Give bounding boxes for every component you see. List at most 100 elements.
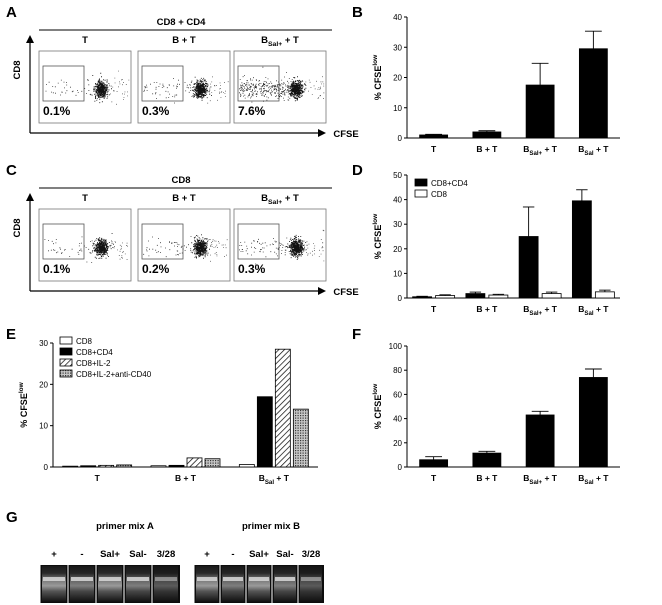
- plot-title-main: B: [261, 35, 268, 46]
- plot-title: B + T: [172, 35, 196, 46]
- legend-swatch: [59, 347, 73, 356]
- gel-lane-label: Sal-: [276, 549, 293, 560]
- x-category-label-sub: Sal: [584, 479, 593, 486]
- gel-band: [249, 577, 269, 581]
- gel-band: [155, 577, 177, 581]
- gate-percentage: 0.3%: [142, 104, 170, 118]
- y-axis-arrowhead: [26, 35, 34, 43]
- gel-lane-label: 3/28: [157, 549, 176, 560]
- bar-value: [578, 48, 608, 139]
- y-axis-label: % CFSElow: [372, 213, 383, 259]
- plot-title-sub: Sal+: [268, 41, 282, 48]
- x-category-label-tail: + T: [594, 304, 610, 314]
- x-category-label-main: B: [578, 473, 584, 483]
- y-axis-label-main: % CFSE: [373, 395, 383, 430]
- plot-title-sub: Sal+: [268, 199, 282, 206]
- x-category-label: BSal + T: [578, 473, 609, 486]
- gel-lane-label: +: [51, 549, 57, 560]
- x-category-label-main: B: [578, 304, 584, 314]
- x-category-label: T: [431, 304, 437, 314]
- x-axis-arrowhead: [318, 129, 326, 137]
- gel-band: [197, 577, 217, 581]
- dot-plot-frame: [233, 208, 327, 282]
- y-tick-label: 0: [398, 463, 403, 472]
- gate-box: [141, 65, 184, 102]
- gate-box: [141, 223, 184, 260]
- y-tick-label: 30: [393, 220, 402, 229]
- plot-title: T: [82, 193, 88, 204]
- x-category-label-sub: Sal+: [529, 310, 542, 317]
- panel-label-c: C: [6, 162, 17, 179]
- x-category-label-main: B: [523, 144, 529, 154]
- legend-label: CD8+CD4: [76, 348, 113, 357]
- gel-band: [43, 577, 65, 581]
- gate-percentage: 7.6%: [238, 104, 266, 118]
- x-category-label-tail: + T: [542, 304, 558, 314]
- bar-value: [472, 131, 502, 139]
- panel-label-d: D: [352, 162, 363, 179]
- legend-swatch: [59, 336, 73, 345]
- bar-cd8: [594, 291, 615, 299]
- y-tick-label: 0: [398, 134, 403, 143]
- bar-cd8-cd4: [518, 236, 539, 299]
- bar-cd8: [435, 295, 456, 299]
- y-axis-label: % CFSElow: [372, 54, 383, 100]
- x-category-label-sub: Sal+: [529, 479, 542, 486]
- gel-group-title: primer mix A: [96, 521, 154, 532]
- x-category-label-main: T: [95, 473, 101, 483]
- x-category-label-tail: + T: [542, 473, 558, 483]
- bar-cd8-il-2-anti-cd40: [116, 464, 133, 468]
- bar-cd8-il-2: [274, 348, 291, 468]
- x-category-label-tail: + T: [594, 473, 610, 483]
- bar-cd8-il-2: [186, 457, 203, 468]
- y-axis-label-sup: low: [18, 381, 25, 393]
- legend-label: CD8: [431, 190, 448, 199]
- gel-band: [71, 577, 93, 581]
- bar-cd8-il-2-anti-cd40: [204, 458, 221, 468]
- x-category-label: B + T: [476, 304, 498, 314]
- x-category-label: BSal + T: [578, 144, 609, 157]
- x-axis-arrowhead: [318, 287, 326, 295]
- x-category-label-tail: + T: [542, 144, 558, 154]
- x-category-label-main: T: [431, 473, 437, 483]
- plot-title-main: B: [261, 193, 268, 204]
- panel-label-g: G: [6, 509, 18, 526]
- legend-swatch: [414, 178, 428, 187]
- gel-lane: [300, 566, 322, 602]
- gel-lane-label: -: [80, 549, 83, 560]
- gel-lane: [70, 566, 94, 602]
- x-category-label: B + T: [175, 473, 197, 483]
- y-tick-label: 20: [39, 380, 48, 389]
- x-category-label-main: B + T: [476, 473, 498, 483]
- gel-band: [127, 577, 149, 581]
- x-category-label-sub: Sal: [584, 150, 593, 157]
- x-category-label-tail: + T: [274, 473, 290, 483]
- plot-title-main: T: [82, 193, 88, 204]
- x-category-label-main: B + T: [175, 473, 197, 483]
- legend-swatch: [414, 189, 428, 198]
- x-category-label-sub: Sal: [265, 479, 274, 486]
- x-category-label: B + T: [476, 144, 498, 154]
- gel-lane: [274, 566, 296, 602]
- cell-events: [143, 76, 229, 104]
- x-category-label-main: B: [578, 144, 584, 154]
- y-tick-label: 80: [393, 366, 402, 375]
- plot-title: B + T: [172, 193, 196, 204]
- x-category-label-sub: Sal: [584, 310, 593, 317]
- gel-lane: [42, 566, 66, 602]
- bar-value: [525, 84, 555, 139]
- x-category-label-main: T: [431, 144, 437, 154]
- bar-cd8-il-2-anti-cd40: [292, 408, 309, 468]
- y-axis-label: CD8: [12, 218, 23, 237]
- bar-cd8-cd4: [168, 464, 185, 468]
- y-axis-arrowhead: [26, 193, 34, 201]
- gel-lane: [196, 566, 218, 602]
- panel-label-e: E: [6, 326, 16, 343]
- y-axis-label-sup: low: [372, 54, 379, 66]
- x-category-label: BSal+ + T: [523, 304, 558, 317]
- legend-label: CD8: [76, 337, 93, 346]
